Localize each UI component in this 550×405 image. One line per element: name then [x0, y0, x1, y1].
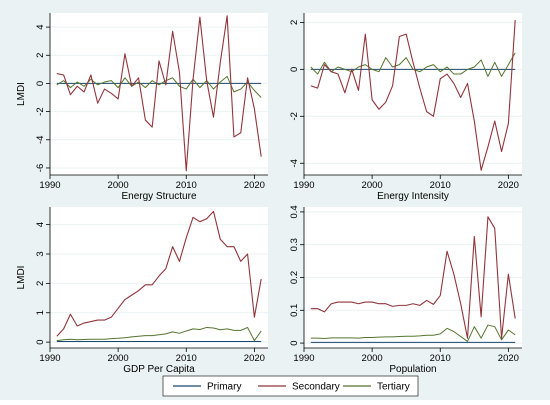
x-tick-label: 2020 [498, 353, 519, 364]
x-tick-label: 2010 [430, 353, 451, 364]
legend-label-primary: Primary [207, 382, 241, 393]
y-tick-label: 0.2 [289, 271, 300, 284]
legend: Primary Secondary Tertiary [162, 375, 419, 397]
x-tick-label: 2020 [244, 180, 265, 191]
y-tick-label: 0.1 [289, 304, 300, 317]
y-tick-label: -2 [35, 107, 46, 115]
series-group [310, 20, 516, 171]
series-line-tertiary [310, 324, 516, 342]
y-tick-label: -4 [289, 159, 300, 167]
x-tick-label: 2000 [362, 180, 383, 191]
x-axis-title: Energy Structure [121, 191, 196, 202]
panel-2: -4 -2 0 2 1990 2000 2010 2020 Energy Intensity [289, 13, 522, 202]
x-axis-title: Population [389, 364, 436, 375]
series-group [56, 15, 262, 172]
x-axis-title: Energy Intensity [377, 191, 449, 202]
series-group [56, 210, 262, 343]
plot-area [50, 13, 268, 175]
x-tick-label: 1990 [39, 180, 60, 191]
y-tick-label: 2 [35, 53, 46, 58]
x-tick-label: 1990 [293, 180, 314, 191]
y-axis-title: LMDI [16, 266, 27, 290]
x-tick-label: 2010 [176, 353, 197, 364]
y-tick-label: 0 [35, 81, 46, 86]
x-axis-title: GDP Per Capita [123, 364, 195, 375]
plot-area [50, 207, 268, 348]
series-line-tertiary [56, 75, 262, 98]
legend-box [162, 375, 419, 397]
y-tick-label: -6 [35, 164, 46, 172]
series-line-secondary [56, 15, 262, 172]
y-tick-label: 4 [35, 222, 46, 227]
x-tick-label: 2010 [176, 180, 197, 191]
y-tick-label: -2 [289, 112, 300, 120]
y-tick-label: 4 [35, 24, 46, 29]
x-tick-label: 1990 [293, 353, 314, 364]
panel-3: 0 1 2 3 4 1990 2000 2010 2020 GDP Per Capita LMDI [16, 207, 268, 375]
series-line-secondary [56, 210, 262, 337]
series-group [310, 216, 516, 343]
x-tick-label: 2000 [108, 353, 129, 364]
series-line-tertiary [56, 326, 262, 342]
legend-label-tertiary: Tertiary [377, 382, 410, 393]
legend-label-secondary: Secondary [292, 382, 340, 393]
y-tick-label: 3 [35, 251, 46, 256]
x-tick-label: 2000 [108, 180, 129, 191]
panel-4: 0 0.1 0.2 0.3 0.4 1990 2000 2010 2020 Population [289, 205, 522, 375]
series-line-secondary [310, 216, 516, 339]
series-line-secondary [310, 20, 516, 171]
y-axis-title: LMDI [16, 82, 27, 106]
x-tick-label: 2020 [244, 353, 265, 364]
y-tick-label: 1 [35, 310, 46, 315]
y-tick-label: 2 [35, 281, 46, 286]
y-tick-label: -4 [35, 136, 46, 144]
x-tick-label: 2010 [430, 180, 451, 191]
y-tick-label: 0.4 [289, 205, 300, 218]
y-tick-label: 0 [289, 340, 300, 345]
y-tick-label: 0.3 [289, 238, 300, 251]
y-tick-label: 2 [289, 20, 300, 25]
panel-1: -6 -4 -2 0 2 4 1990 2000 2010 2020 Energy Structur… [16, 13, 268, 202]
x-tick-label: 2020 [498, 180, 519, 191]
y-tick-label: 0 [35, 339, 46, 344]
plot-area [304, 13, 522, 175]
x-tick-label: 1990 [39, 353, 60, 364]
x-tick-label: 2000 [362, 353, 383, 364]
series-line-tertiary [310, 52, 516, 77]
y-tick-label: 0 [289, 67, 300, 72]
